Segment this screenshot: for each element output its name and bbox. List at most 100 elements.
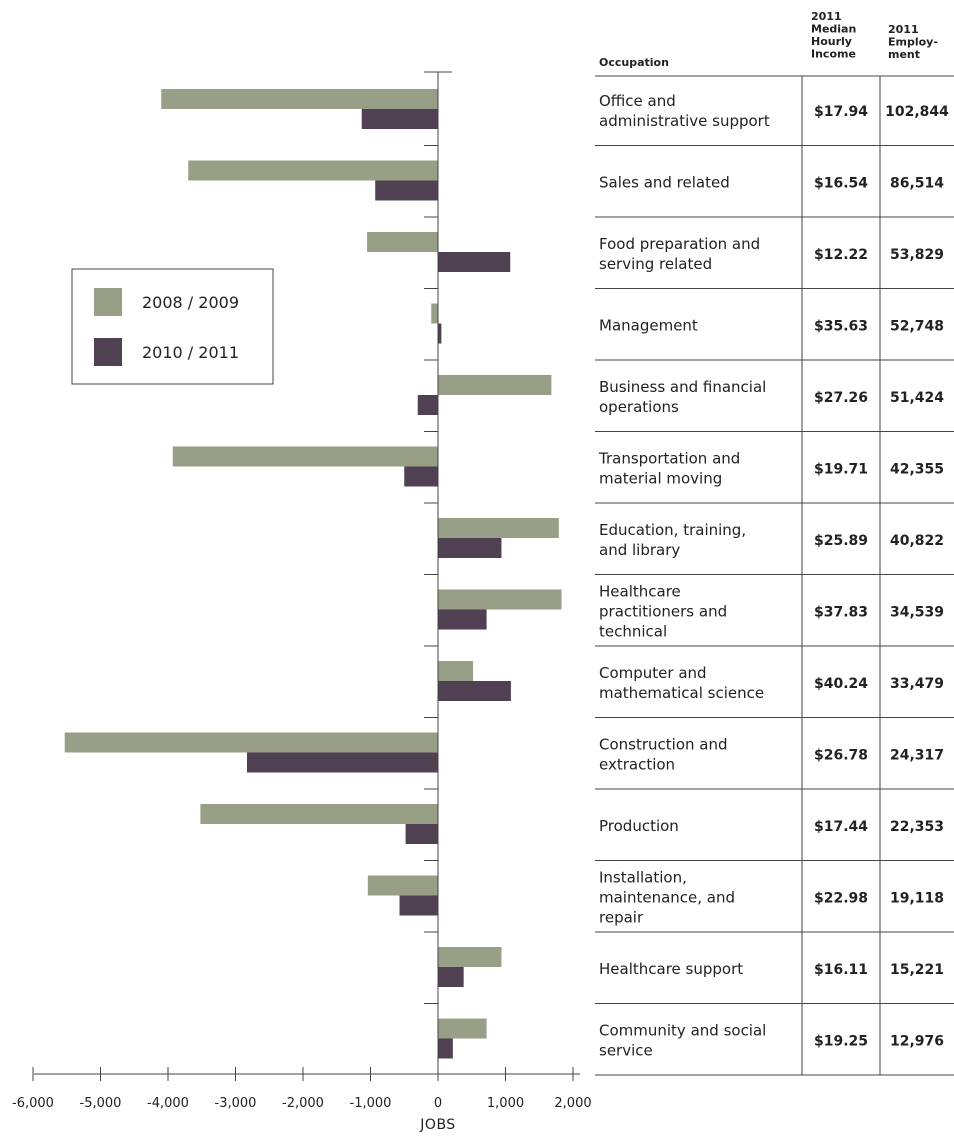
bar-2010-2011 bbox=[438, 323, 442, 344]
bar-2008-2009 bbox=[438, 589, 562, 610]
table-cell-income: $35.63 bbox=[814, 318, 868, 334]
legend: 2008 / 2009 2010 / 2011 bbox=[71, 268, 274, 385]
table-cell-occupation: practitioners and bbox=[599, 602, 727, 620]
table-cell-employment: 53,829 bbox=[890, 247, 944, 263]
table-header-income: 2011 bbox=[811, 10, 842, 23]
bar-2008-2009 bbox=[64, 732, 438, 753]
table-cell-employment: 102,844 bbox=[885, 104, 949, 120]
table-cell-occupation: Food preparation and bbox=[599, 235, 760, 253]
table-cell-occupation: service bbox=[599, 1041, 653, 1059]
bar-2008-2009 bbox=[367, 875, 438, 896]
legend-box bbox=[71, 268, 274, 385]
bar-2010-2011 bbox=[246, 752, 438, 773]
table-cell-occupation: Management bbox=[599, 316, 698, 334]
table-cell-occupation: repair bbox=[599, 908, 644, 926]
table-cell-employment: 15,221 bbox=[890, 962, 944, 978]
table-cell-occupation: and library bbox=[599, 541, 680, 559]
legend-label: 2010 / 2011 bbox=[142, 343, 239, 362]
table-header-income: Median bbox=[811, 23, 856, 36]
x-tick-label: -2,000 bbox=[282, 1096, 324, 1111]
bar-2008-2009 bbox=[200, 804, 438, 824]
table-header-employment: ment bbox=[888, 48, 920, 61]
bar-2010-2011 bbox=[405, 824, 438, 844]
table-cell-income: $17.94 bbox=[814, 104, 868, 120]
bar-2010-2011 bbox=[399, 895, 438, 916]
table-cell-income: $40.24 bbox=[814, 676, 868, 692]
bar-2008-2009 bbox=[161, 89, 438, 109]
table-cell-occupation: mathematical science bbox=[599, 684, 764, 702]
table-cell-employment: 22,353 bbox=[890, 819, 944, 835]
table-cell-occupation: extraction bbox=[599, 755, 675, 773]
bar-2008-2009 bbox=[438, 661, 474, 681]
legend-swatch bbox=[94, 338, 122, 366]
table-cell-occupation: serving related bbox=[599, 255, 712, 273]
x-tick-label: -3,000 bbox=[215, 1096, 257, 1111]
data-table: Occupation2011MedianHourlyIncome2011Empl… bbox=[595, 10, 954, 1076]
table-cell-income: $25.89 bbox=[814, 533, 868, 549]
table-cell-occupation: administrative support bbox=[599, 112, 770, 130]
bar-2010-2011 bbox=[438, 538, 502, 558]
table-cell-occupation: Education, training, bbox=[599, 521, 746, 539]
x-tick-label: -5,000 bbox=[80, 1096, 122, 1111]
table-header-employment: 2011 bbox=[888, 23, 919, 36]
table-cell-occupation: maintenance, and bbox=[599, 888, 735, 906]
bar-2008-2009 bbox=[438, 947, 502, 967]
table-cell-income: $16.54 bbox=[814, 175, 868, 191]
x-tick-label: -1,000 bbox=[350, 1096, 392, 1111]
bar-2010-2011 bbox=[438, 1038, 453, 1059]
table-cell-employment: 24,317 bbox=[890, 747, 944, 763]
table-cell-employment: 33,479 bbox=[890, 676, 944, 692]
table-cell-occupation: Computer and bbox=[599, 664, 707, 682]
bar-2010-2011 bbox=[438, 967, 464, 987]
legend-swatch bbox=[94, 288, 122, 316]
x-axis-title: JOBS bbox=[419, 1117, 455, 1133]
table-cell-income: $22.98 bbox=[814, 890, 868, 906]
table-cell-employment: 86,514 bbox=[890, 175, 944, 191]
x-tick-label: 2,000 bbox=[554, 1096, 591, 1111]
bars-group bbox=[64, 89, 562, 1059]
table-cell-employment: 34,539 bbox=[890, 604, 944, 620]
table-cell-occupation: material moving bbox=[599, 469, 722, 487]
table-cell-employment: 12,976 bbox=[890, 1033, 944, 1049]
bar-2010-2011 bbox=[361, 109, 438, 129]
table-cell-employment: 42,355 bbox=[890, 461, 944, 477]
table-cell-income: $37.83 bbox=[814, 604, 868, 620]
table-cell-income: $19.25 bbox=[814, 1033, 868, 1049]
table-cell-employment: 52,748 bbox=[890, 318, 944, 334]
table-cell-occupation: Community and social bbox=[599, 1021, 766, 1039]
bar-2010-2011 bbox=[438, 681, 511, 701]
table-cell-income: $17.44 bbox=[814, 819, 868, 835]
table-cell-occupation: Transportation and bbox=[598, 449, 740, 467]
table-cell-employment: 51,424 bbox=[890, 390, 944, 406]
table-header-income: Hourly bbox=[811, 35, 852, 48]
bar-2008-2009 bbox=[188, 160, 438, 181]
table-cell-occupation: Office and bbox=[599, 92, 676, 110]
table-cell-occupation: Healthcare bbox=[599, 582, 681, 600]
table-cell-employment: 40,822 bbox=[890, 533, 944, 549]
table-header-income: Income bbox=[811, 48, 856, 61]
x-tick-label: 0 bbox=[434, 1096, 442, 1111]
legend-label: 2008 / 2009 bbox=[142, 293, 239, 312]
table-cell-employment: 19,118 bbox=[890, 890, 944, 906]
table-cell-occupation: Production bbox=[599, 817, 679, 835]
table-cell-occupation: Installation, bbox=[599, 868, 687, 886]
bar-2010-2011 bbox=[438, 609, 487, 630]
bar-2008-2009 bbox=[438, 375, 552, 395]
bar-2010-2011 bbox=[417, 395, 438, 415]
table-cell-income: $16.11 bbox=[814, 962, 868, 978]
axes-group: -6,000 -5,000 -4,000 -3,000 -2,000 -1,000 0 1,0… bbox=[12, 71, 592, 1133]
bar-2008-2009 bbox=[438, 1018, 487, 1039]
table-header-employment: Employ- bbox=[888, 36, 938, 49]
bar-2010-2011 bbox=[438, 252, 511, 272]
table-header-occupation: Occupation bbox=[599, 56, 669, 69]
table-cell-income: $27.26 bbox=[814, 390, 868, 406]
table-cell-income: $19.71 bbox=[814, 461, 868, 477]
x-tick-label: -4,000 bbox=[147, 1096, 189, 1111]
bar-2008-2009 bbox=[438, 518, 559, 538]
bar-2008-2009 bbox=[431, 303, 438, 324]
table-cell-income: $12.22 bbox=[814, 247, 868, 263]
bar-2010-2011 bbox=[404, 466, 438, 487]
table-cell-occupation: Business and financial bbox=[599, 378, 766, 396]
x-tick-label: -6,000 bbox=[12, 1096, 54, 1111]
